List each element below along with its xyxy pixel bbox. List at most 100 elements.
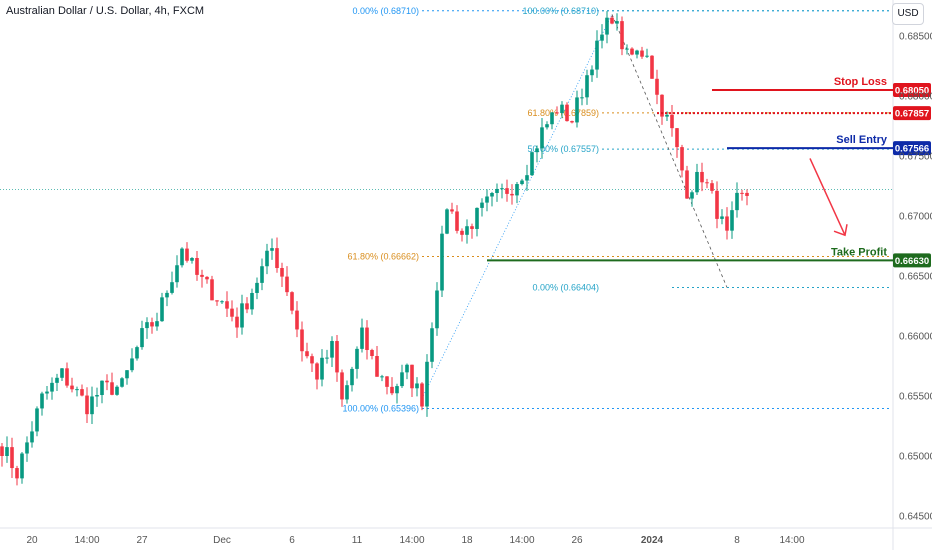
candle <box>215 300 219 306</box>
candle-body <box>330 341 334 358</box>
candle <box>5 436 9 463</box>
candle <box>705 178 709 189</box>
price-tick-label: 0.67500 <box>899 152 932 163</box>
price-tick-label: 0.68000 <box>899 92 932 103</box>
candle <box>280 262 284 287</box>
candle-body <box>100 380 104 396</box>
candle <box>235 307 239 338</box>
candle <box>475 207 479 237</box>
candle-body <box>560 104 564 114</box>
candle-body <box>650 55 654 79</box>
candle-body <box>660 94 664 117</box>
candle-body <box>705 182 709 184</box>
candle <box>560 101 564 119</box>
fib-trend-line <box>421 14 613 399</box>
candle-body <box>585 75 589 98</box>
candle-body <box>435 290 439 329</box>
candle-body <box>390 386 394 394</box>
candle <box>30 421 34 448</box>
candle-body <box>700 171 704 183</box>
candle-body <box>575 97 579 123</box>
candle <box>10 437 14 478</box>
candle-body <box>0 446 4 456</box>
candle-body <box>385 376 389 387</box>
candle-body <box>290 292 294 311</box>
currency-button[interactable]: USD <box>892 3 924 25</box>
candle <box>650 55 654 79</box>
candle <box>490 191 494 207</box>
candle-body <box>235 316 239 328</box>
candle-body <box>415 383 419 389</box>
candle-body <box>485 196 489 203</box>
candle <box>320 349 324 387</box>
candle-body <box>515 184 519 196</box>
candle-body <box>175 265 179 283</box>
candle-body <box>325 357 329 359</box>
candle <box>465 219 469 244</box>
candle-body <box>250 292 254 310</box>
candle <box>540 117 544 159</box>
candle <box>70 377 74 393</box>
candle <box>545 121 549 130</box>
price-tick-label: 0.65000 <box>899 452 932 463</box>
candle-body <box>105 380 109 383</box>
candle-body <box>450 209 454 212</box>
price-badge: 0.67857 <box>893 106 931 121</box>
candle-body <box>620 21 624 50</box>
price-tick-label: 0.67000 <box>899 212 932 223</box>
candle <box>85 387 89 424</box>
candle <box>510 184 514 205</box>
candle-body <box>210 279 214 301</box>
time-tick-label: 14:00 <box>74 535 99 546</box>
candle-body <box>545 124 549 128</box>
time-axis[interactable]: 20 14:00 27 Dec 6 11 14:00 18 14:00 26 2024 8 14:00 <box>26 535 805 546</box>
candle-body <box>205 276 209 280</box>
candle-body <box>125 370 129 379</box>
time-tick-label: 26 <box>571 535 583 546</box>
candle <box>550 112 554 130</box>
candle-body <box>570 121 574 123</box>
candle-body <box>565 104 569 122</box>
candle-body <box>550 112 554 125</box>
candle-body <box>195 258 199 275</box>
candle-body <box>615 21 619 24</box>
candle <box>515 181 519 204</box>
candle-body <box>595 40 599 70</box>
candle <box>0 443 4 467</box>
candle <box>40 391 44 416</box>
candle-body <box>455 211 459 231</box>
candle-body <box>300 329 304 352</box>
candle <box>470 223 474 239</box>
candle <box>140 320 144 350</box>
time-tick-label: 14:00 <box>399 535 424 546</box>
candle <box>655 69 659 105</box>
candle-body <box>695 171 699 193</box>
candle <box>165 290 169 307</box>
candle-body <box>280 268 284 277</box>
candle-body <box>80 389 84 396</box>
candle <box>595 30 599 78</box>
candle-body <box>40 393 44 409</box>
price-axis[interactable]: 0.68500 0.68000 0.67500 0.67000 0.66500 0.660… <box>899 32 932 523</box>
candle <box>200 269 204 288</box>
candle <box>645 48 649 59</box>
candle-body <box>690 192 694 199</box>
candle-body <box>190 258 194 261</box>
candle-body <box>45 391 49 394</box>
candle <box>330 336 334 368</box>
candle-body <box>635 50 639 55</box>
candle <box>450 202 454 214</box>
candle <box>325 349 329 364</box>
candle <box>130 348 134 373</box>
candle <box>585 69 589 105</box>
candle <box>630 47 634 56</box>
candle-body <box>460 230 464 235</box>
candle <box>425 354 429 417</box>
candle <box>685 165 689 199</box>
candle <box>700 162 704 192</box>
candle <box>565 102 569 122</box>
candle <box>530 151 534 177</box>
candle-body <box>715 190 719 219</box>
candle-body <box>75 389 79 391</box>
